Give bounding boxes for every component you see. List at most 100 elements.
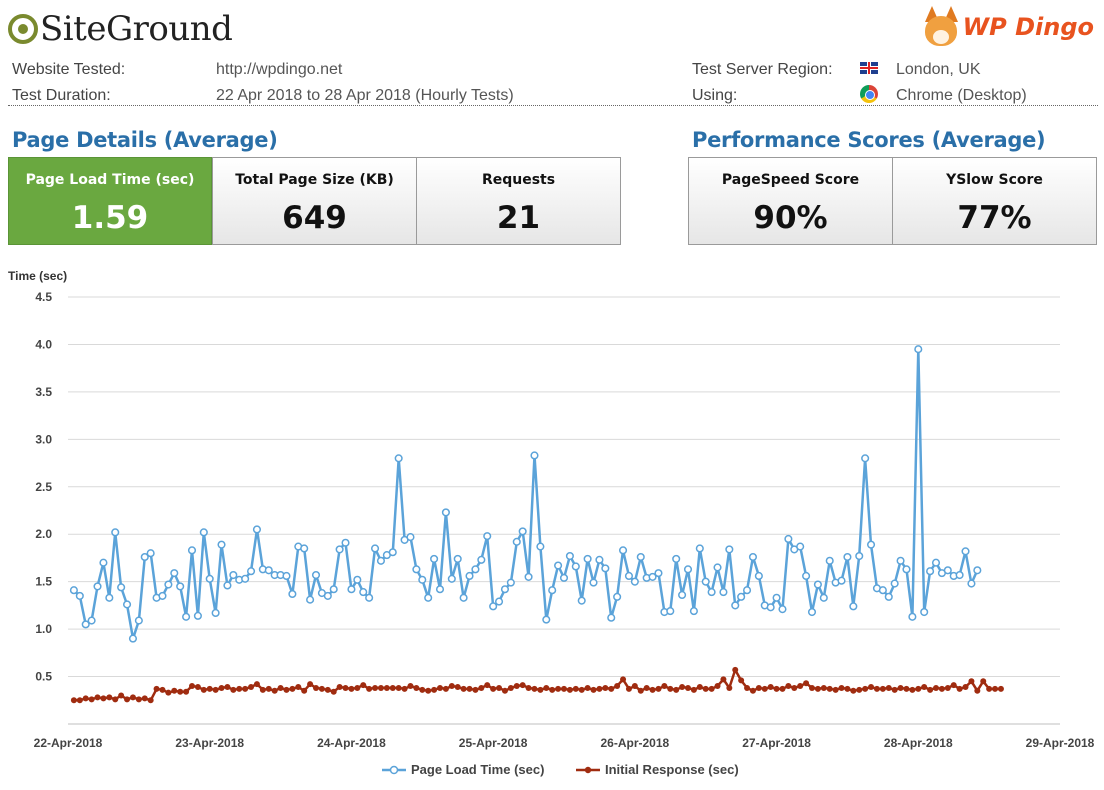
data-point-page-load-time: [583, 554, 592, 563]
data-point-initial-response: [88, 696, 95, 703]
legend-label-page-load-time: Page Load Time (sec): [411, 762, 544, 777]
data-point-initial-response: [212, 686, 219, 693]
data-point-page-load-time: [955, 570, 964, 580]
data-point-initial-response: [377, 684, 384, 691]
data-point-initial-response: [342, 684, 349, 691]
data-point-initial-response: [779, 685, 786, 692]
siteground-logo: SiteGround: [8, 8, 233, 50]
data-point-page-load-time: [589, 578, 598, 587]
siteground-logo-text: SiteGround: [40, 9, 233, 49]
yslow-score-value: 77%: [957, 200, 1032, 236]
data-point-initial-response: [868, 683, 875, 690]
page-load-time-box: Page Load Time (sec) 1.59: [8, 157, 212, 245]
data-point-page-load-time: [341, 538, 350, 547]
data-point-initial-response: [141, 695, 148, 702]
data-point-page-load-time: [69, 586, 78, 595]
yslow-score-label: YSlow Score: [946, 172, 1043, 188]
data-point-initial-response: [909, 686, 916, 693]
data-point-page-load-time: [843, 552, 852, 562]
data-point-page-load-time: [447, 574, 456, 583]
data-point-page-load-time: [536, 542, 545, 551]
data-point-page-load-time: [737, 592, 746, 601]
data-point-page-load-time: [264, 566, 273, 575]
data-point-initial-response: [767, 683, 774, 690]
data-point-page-load-time: [406, 533, 415, 542]
data-point-page-load-time: [193, 611, 202, 620]
data-point-initial-response: [596, 685, 603, 692]
data-point-initial-response: [448, 683, 455, 690]
y-tick-label: 2.0: [35, 527, 52, 541]
data-point-initial-response: [891, 686, 898, 693]
data-point-initial-response: [253, 681, 260, 688]
data-point-page-load-time: [807, 607, 817, 617]
data-point-initial-response: [289, 685, 296, 692]
using-value: Chrome (Desktop): [896, 87, 1027, 104]
data-point-page-load-time: [241, 574, 250, 583]
data-point-page-load-time: [418, 575, 427, 584]
pagespeed-score-label: PageSpeed Score: [721, 172, 860, 188]
data-point-page-load-time: [908, 612, 917, 621]
data-point-initial-response: [944, 684, 951, 691]
data-point-initial-response: [472, 686, 479, 693]
data-point-initial-response: [720, 676, 727, 683]
data-point-page-load-time: [683, 565, 693, 574]
data-point-initial-response: [330, 688, 337, 695]
data-point-page-load-time: [347, 585, 356, 594]
data-point-initial-response: [389, 684, 396, 691]
data-point-initial-response: [118, 692, 125, 699]
data-point-page-load-time: [725, 545, 734, 554]
x-tick-label: 28-Apr-2018: [884, 736, 953, 750]
data-point-initial-response: [283, 686, 290, 693]
test-duration-value: 22 Apr 2018 to 28 Apr 2018 (Hourly Tests…: [216, 87, 514, 104]
data-point-page-load-time: [689, 607, 698, 616]
data-point-initial-response: [460, 685, 467, 692]
data-point-initial-response: [873, 685, 880, 692]
data-point-page-load-time: [93, 582, 102, 591]
data-point-initial-response: [602, 684, 609, 691]
data-point-page-load-time: [624, 571, 634, 581]
data-point-initial-response: [885, 684, 892, 691]
data-point-initial-response: [419, 686, 426, 693]
data-point-initial-response: [696, 683, 703, 690]
data-point-initial-response: [844, 685, 851, 692]
data-point-initial-response: [147, 697, 154, 704]
website-tested-value: http://wpdingo.net: [216, 61, 343, 78]
data-point-page-load-time: [813, 580, 822, 589]
data-point-page-load-time: [211, 608, 220, 618]
x-tick-label: 26-Apr-2018: [601, 736, 670, 750]
data-point-initial-response: [395, 684, 402, 691]
data-point-initial-response: [897, 684, 904, 691]
data-point-initial-response: [431, 686, 438, 693]
data-point-initial-response: [826, 685, 833, 692]
y-tick-label: 3.5: [35, 385, 52, 399]
data-point-initial-response: [980, 678, 987, 685]
data-point-page-load-time: [388, 548, 397, 557]
data-point-page-load-time: [571, 562, 580, 571]
data-point-initial-response: [519, 682, 526, 689]
data-point-page-load-time: [707, 588, 716, 597]
data-point-initial-response: [313, 684, 319, 691]
data-point-page-load-time: [477, 555, 486, 564]
data-point-initial-response: [649, 686, 656, 693]
data-point-page-load-time: [666, 607, 675, 616]
data-point-page-load-time: [75, 591, 84, 600]
data-point-page-load-time: [654, 569, 663, 578]
data-point-page-load-time: [435, 585, 445, 594]
data-point-initial-response: [702, 685, 709, 692]
data-point-page-load-time: [648, 572, 657, 581]
data-point-page-load-time: [199, 528, 208, 537]
data-point-initial-response: [425, 687, 432, 694]
data-point-page-load-time: [559, 573, 569, 582]
performance-scores-title: Performance Scores (Average): [692, 128, 1046, 152]
data-point-initial-response: [189, 683, 195, 690]
data-point-initial-response: [820, 684, 827, 691]
data-point-initial-response: [685, 684, 691, 691]
data-point-page-load-time: [554, 561, 563, 570]
data-point-page-load-time: [430, 554, 439, 563]
data-point-page-load-time: [595, 555, 604, 564]
region-value: London, UK: [896, 61, 981, 78]
data-point-page-load-time: [719, 588, 728, 597]
legend-marker-initial-response: [584, 766, 592, 774]
data-point-page-load-time: [394, 454, 403, 463]
data-point-page-load-time: [128, 634, 138, 643]
